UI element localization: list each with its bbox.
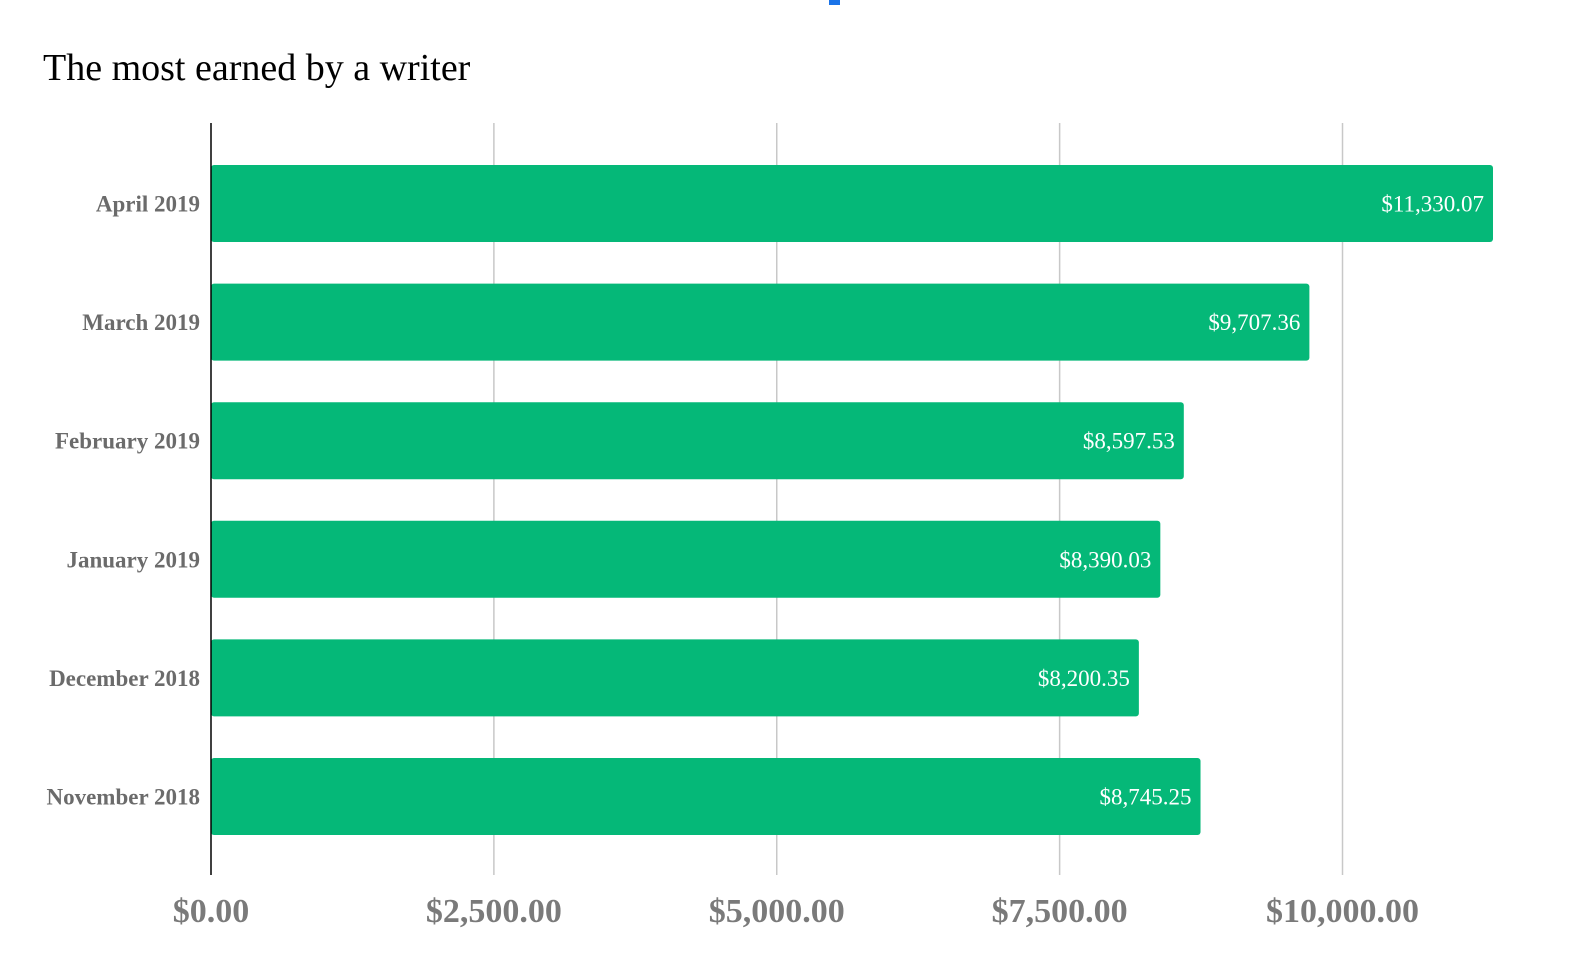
bar — [211, 639, 1139, 717]
bar — [211, 283, 1310, 361]
bar-value-label: $8,745.25 — [1100, 785, 1192, 810]
bar — [211, 758, 1201, 835]
x-axis-tick-labels: $0.00 $2,500.00 $5,000.00 $7,500.00 $10,000.… — [173, 893, 1419, 930]
chart-title: The most earned by a writer — [43, 47, 471, 89]
bar — [211, 402, 1184, 480]
x-tick-label: $2,500.00 — [426, 893, 562, 930]
bar-value-label: $8,200.35 — [1038, 666, 1130, 691]
x-tick-label: $10,000.00 — [1266, 893, 1419, 930]
bar-value-label: $8,597.53 — [1083, 429, 1175, 454]
bar — [211, 520, 1161, 598]
category-label: December 2018 — [49, 666, 200, 691]
bar — [211, 165, 1493, 242]
category-labels: April 2019 March 2019 February 2019 January… — [46, 192, 200, 810]
gridlines — [493, 123, 1344, 875]
category-label: April 2019 — [96, 192, 200, 217]
x-tick-label: $5,000.00 — [709, 893, 845, 930]
bar-value-label: $9,707.36 — [1208, 310, 1300, 335]
top-accent-marker — [829, 0, 840, 5]
category-label: February 2019 — [55, 429, 200, 454]
bars: $11,330.07 $9,707.36 $8,597.53 $8,390.03 $8,… — [211, 165, 1493, 835]
category-label: March 2019 — [82, 310, 200, 335]
category-label: January 2019 — [66, 547, 200, 572]
category-label: November 2018 — [46, 785, 200, 810]
x-tick-label: $0.00 — [173, 893, 250, 930]
x-tick-label: $7,500.00 — [992, 893, 1128, 930]
bar-value-label: $11,330.07 — [1381, 192, 1484, 217]
bar-value-label: $8,390.03 — [1059, 547, 1151, 572]
